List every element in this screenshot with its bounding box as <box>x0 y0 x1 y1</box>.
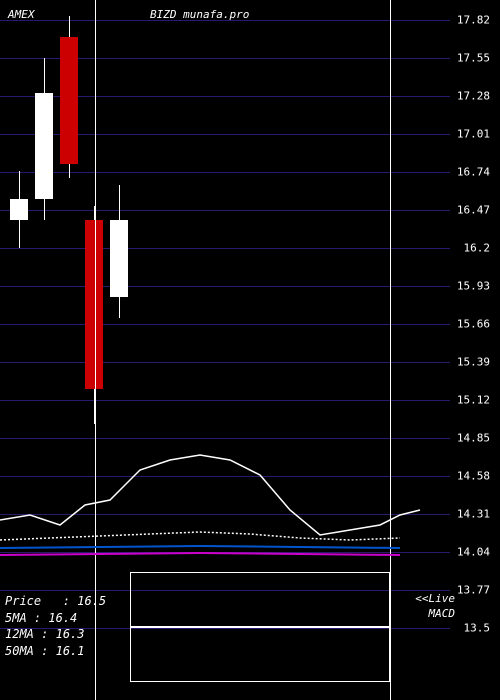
candle-body <box>60 37 78 164</box>
grid-line <box>0 400 450 401</box>
ma50-value: 16.1 <box>56 644 85 658</box>
y-axis-label: 14.85 <box>457 432 490 445</box>
y-axis-label: 17.55 <box>457 52 490 65</box>
price-info-box: Price : 16.5 5MA : 16.4 12MA : 16.3 50MA… <box>5 593 106 660</box>
ma5-value: 16.4 <box>48 611 77 625</box>
ma5-label: 5MA <box>5 611 27 625</box>
ma12-value: 16.3 <box>56 627 85 641</box>
y-axis-label: 17.01 <box>457 128 490 141</box>
live-label: <<Live <box>415 592 455 605</box>
grid-line <box>0 438 450 439</box>
macd-label: MACD <box>429 607 456 620</box>
grid-line <box>0 514 450 515</box>
y-axis-label: 15.93 <box>457 280 490 293</box>
ma50-row: 50MA : 16.1 <box>5 643 106 660</box>
grid-line <box>0 248 450 249</box>
y-axis-label: 13.5 <box>464 622 491 635</box>
ma12-label: 12MA <box>5 627 34 641</box>
macd-box <box>130 627 390 682</box>
grid-line <box>0 362 450 363</box>
y-axis-label: 17.28 <box>457 90 490 103</box>
ma-line <box>0 546 400 548</box>
y-axis-label: 14.04 <box>457 546 490 559</box>
price-value: 16.5 <box>77 594 106 608</box>
dotted-indicator-line <box>0 532 400 540</box>
y-axis-label: 13.77 <box>457 584 490 597</box>
grid-line <box>0 172 450 173</box>
y-axis-label: 14.31 <box>457 508 490 521</box>
ma5-row: 5MA : 16.4 <box>5 610 106 627</box>
ma-line <box>0 553 400 555</box>
grid-line <box>0 552 450 553</box>
grid-line <box>0 476 450 477</box>
candle-body <box>110 220 128 297</box>
grid-line <box>0 324 450 325</box>
chart-container: AMEX BIZD munafa.pro 17.8217.5517.2817.0… <box>0 0 500 700</box>
candle-body <box>10 199 28 220</box>
ma12-row: 12MA : 16.3 <box>5 626 106 643</box>
y-axis-label: 15.39 <box>457 356 490 369</box>
candle-body <box>85 220 103 389</box>
indicator-line <box>0 455 420 535</box>
grid-line <box>0 20 450 21</box>
grid-line <box>0 210 450 211</box>
vertical-marker-line <box>390 0 391 700</box>
y-axis-label: 14.58 <box>457 470 490 483</box>
y-axis-label: 16.2 <box>464 242 491 255</box>
candle-body <box>35 93 53 199</box>
y-axis-label: 16.47 <box>457 204 490 217</box>
ma-lines <box>0 546 400 555</box>
y-axis-label: 17.82 <box>457 14 490 27</box>
price-label: Price <box>5 594 41 608</box>
y-axis-label: 15.66 <box>457 318 490 331</box>
macd-box <box>130 572 390 627</box>
y-axis-label: 15.12 <box>457 394 490 407</box>
grid-line <box>0 286 450 287</box>
y-axis-label: 16.74 <box>457 166 490 179</box>
ma50-label: 50MA <box>5 644 34 658</box>
price-row: Price : 16.5 <box>5 593 106 610</box>
